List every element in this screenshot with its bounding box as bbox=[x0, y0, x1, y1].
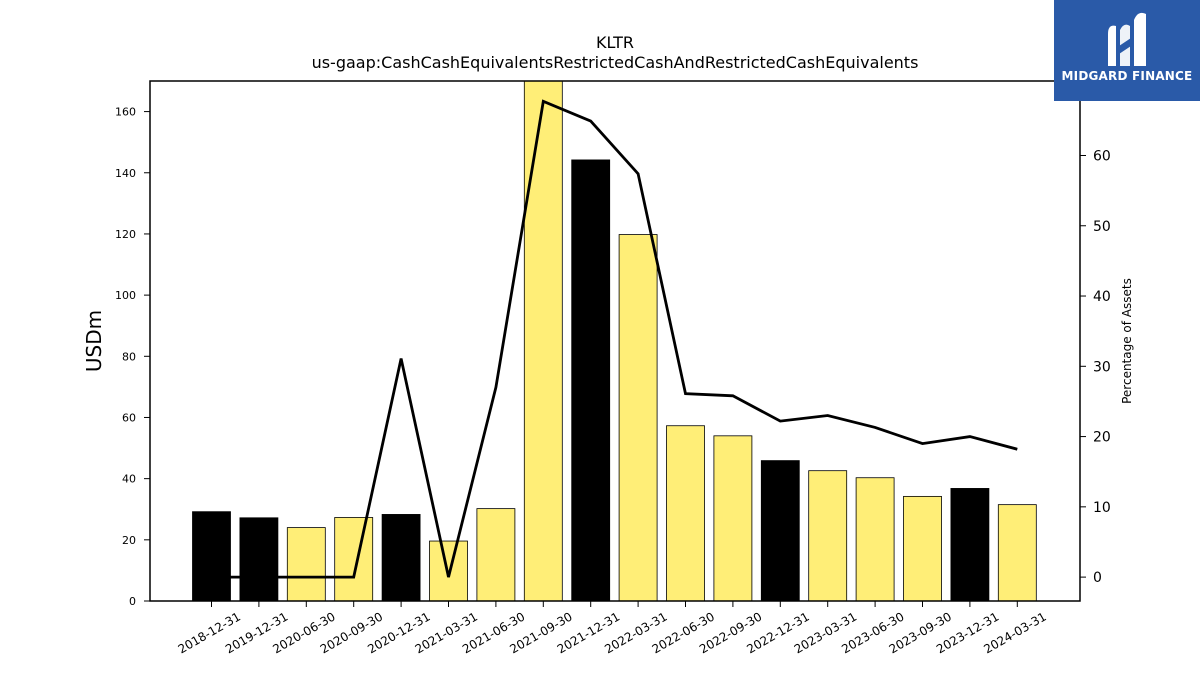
plot-area: 02040608010012014016001020304050602018-1… bbox=[115, 80, 1111, 656]
y-tick-label: 160 bbox=[115, 106, 136, 119]
y-tick-label: 140 bbox=[115, 167, 136, 180]
percentage-of-assets-line bbox=[211, 99, 1018, 579]
midgard-finance-logo: MIDGARD FINANCE bbox=[1054, 0, 1200, 101]
bar-2023-03-31 bbox=[808, 470, 848, 601]
y-tick-label: 80 bbox=[122, 350, 136, 363]
y-tick-label: 60 bbox=[122, 411, 136, 424]
logo-mark-icon bbox=[1108, 12, 1146, 67]
bar-2019-12-31 bbox=[239, 517, 279, 601]
logo-text: MIDGARD FINANCE bbox=[1061, 69, 1193, 83]
y-axis-label: USDm bbox=[82, 310, 106, 372]
bar-2021-12-31 bbox=[571, 159, 611, 601]
y2-axis-label: Percentage of Assets bbox=[1120, 278, 1134, 404]
bar-2022-12-31 bbox=[760, 460, 800, 601]
plot-frame bbox=[149, 80, 1081, 602]
y2-tick-label: 0 bbox=[1093, 570, 1102, 586]
bar-2023-06-30 bbox=[855, 477, 895, 601]
y2-tick-label: 20 bbox=[1093, 430, 1111, 446]
chart-title: KLTR bbox=[596, 33, 634, 52]
y2-tick-label: 10 bbox=[1093, 500, 1111, 516]
bar-2021-09-30 bbox=[523, 81, 563, 601]
bar-2024-03-31 bbox=[997, 504, 1037, 601]
bar-2018-12-31 bbox=[192, 511, 231, 601]
y-tick-label: 20 bbox=[122, 534, 136, 547]
y2-tick-label: 60 bbox=[1093, 148, 1111, 164]
bar-2022-09-30 bbox=[713, 435, 753, 601]
y2-tick-label: 40 bbox=[1093, 289, 1111, 305]
y-tick-label: 0 bbox=[129, 595, 136, 608]
y2-tick-label: 30 bbox=[1093, 359, 1111, 375]
bar-2021-06-30 bbox=[476, 508, 516, 601]
bar-2022-03-31 bbox=[618, 234, 658, 601]
y2-tick-label: 50 bbox=[1093, 219, 1111, 235]
bar-2020-09-30 bbox=[334, 517, 374, 601]
y-tick-label: 120 bbox=[115, 228, 136, 241]
y-tick-label: 40 bbox=[122, 473, 136, 486]
bar-2023-12-31 bbox=[950, 488, 990, 601]
bar-2023-09-30 bbox=[903, 495, 942, 601]
chart-subtitle: us-gaap:CashCashEquivalentsRestrictedCas… bbox=[312, 53, 919, 72]
bar-2020-06-30 bbox=[286, 527, 326, 601]
y-tick-label: 100 bbox=[115, 289, 136, 302]
bar-2022-06-30 bbox=[666, 425, 705, 601]
bar-2020-12-31 bbox=[381, 514, 421, 601]
